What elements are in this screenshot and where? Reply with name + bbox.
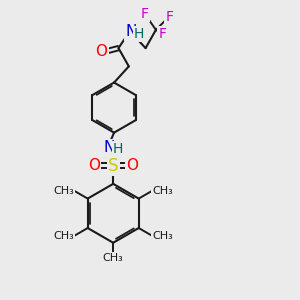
Text: N: N — [125, 24, 136, 39]
Text: CH₃: CH₃ — [54, 231, 74, 241]
Text: O: O — [88, 158, 100, 173]
Text: H: H — [113, 142, 123, 156]
Text: F: F — [158, 27, 166, 41]
Text: CH₃: CH₃ — [152, 186, 173, 196]
Text: O: O — [126, 158, 138, 173]
Text: F: F — [165, 10, 173, 24]
Text: N: N — [104, 140, 115, 155]
Text: CH₃: CH₃ — [103, 253, 124, 263]
Text: O: O — [95, 44, 107, 59]
Text: F: F — [141, 7, 149, 21]
Text: CH₃: CH₃ — [54, 186, 74, 196]
Text: S: S — [108, 157, 119, 175]
Text: H: H — [134, 27, 144, 41]
Text: CH₃: CH₃ — [152, 231, 173, 241]
